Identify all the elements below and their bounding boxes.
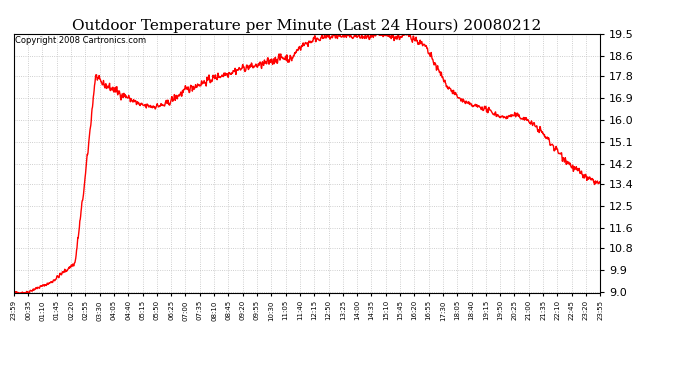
Title: Outdoor Temperature per Minute (Last 24 Hours) 20080212: Outdoor Temperature per Minute (Last 24 …: [72, 18, 542, 33]
Text: Copyright 2008 Cartronics.com: Copyright 2008 Cartronics.com: [15, 36, 146, 45]
